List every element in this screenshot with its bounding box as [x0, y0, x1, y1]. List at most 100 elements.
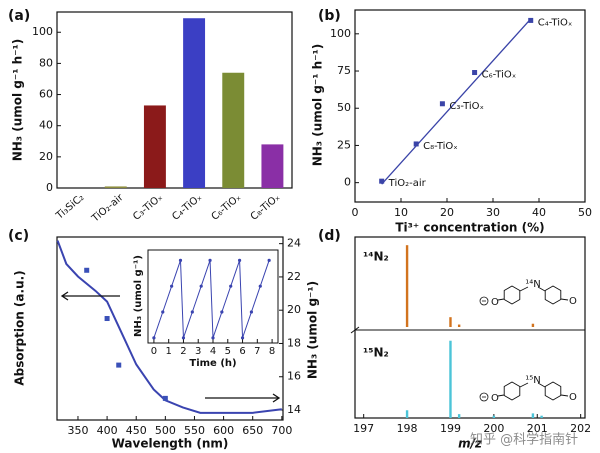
- x-axis-label: Ti³⁺ concentration (%): [395, 221, 544, 235]
- x-tick-label: 7: [254, 346, 260, 357]
- peak: [492, 415, 496, 418]
- point: [379, 178, 385, 184]
- absorption-curve: [56, 240, 282, 414]
- inset-x-label: Time (h): [189, 358, 236, 369]
- plot-frame: [56, 11, 293, 189]
- panel-label: (a): [8, 8, 30, 24]
- atom: O: [569, 392, 577, 403]
- fit-line: [381, 18, 532, 185]
- plot-frame: [354, 9, 586, 203]
- atom: O: [491, 393, 499, 404]
- peak: [540, 415, 543, 418]
- x-tick-label: TiO₂-air: [89, 192, 126, 225]
- point-label: C₈-TiOₓ: [423, 141, 458, 152]
- y-axis-label: NH₃ (umol g⁻¹ h⁻¹): [311, 44, 325, 167]
- arrow: [60, 291, 120, 301]
- y-tick-label: 80: [39, 56, 53, 69]
- panel-label: (c): [8, 228, 29, 244]
- x-tick-label: 0: [151, 346, 157, 357]
- point: [104, 316, 110, 322]
- inset-point: [170, 284, 174, 288]
- watermark: 知乎 @科学指南针: [470, 432, 578, 448]
- inset-point: [267, 258, 271, 262]
- x-tick-label: 40: [532, 206, 546, 219]
- x-tick-label: 700: [271, 424, 292, 437]
- x-tick-label: 200: [483, 422, 504, 435]
- point-label: TiO₂-air: [388, 178, 427, 189]
- bond: [560, 298, 569, 301]
- x-tick-label: 201: [527, 422, 548, 435]
- bond: [497, 298, 505, 301]
- y-axis-label: Absorption (a.u.): [13, 270, 27, 385]
- x-tick-label: 8: [269, 346, 275, 357]
- y-tick-label: 0: [46, 181, 53, 194]
- bond: [537, 286, 546, 292]
- x-tick-label: 199: [440, 422, 461, 435]
- point-label: C₄-TiOₓ: [538, 17, 573, 28]
- point-label: C₃-TiOₓ: [449, 101, 484, 112]
- inset-point: [220, 310, 224, 314]
- y2-tick-label: 16: [287, 370, 301, 383]
- x-tick-label: 5: [225, 346, 231, 357]
- inset-point: [211, 336, 215, 340]
- bar: [183, 18, 206, 189]
- ring: [503, 285, 521, 305]
- plot-frame: [56, 236, 284, 421]
- x-tick-label: 550: [184, 424, 205, 437]
- peak: [449, 340, 452, 418]
- spectrum-label: ¹⁴N₂: [363, 250, 389, 264]
- inset-point: [152, 336, 156, 340]
- point: [472, 70, 478, 76]
- atom: ¹⁴N: [525, 279, 541, 290]
- x-tick-label: 20: [440, 206, 454, 219]
- peak: [457, 324, 461, 327]
- inset-point: [240, 336, 245, 340]
- y2-tick-label: 24: [287, 237, 301, 250]
- bond: [519, 382, 529, 388]
- ring: [503, 381, 521, 401]
- atom: ¹⁵N: [525, 375, 541, 386]
- inset-point: [190, 310, 194, 314]
- panel-label: (b): [318, 8, 341, 24]
- y-tick-label: 75: [337, 64, 351, 77]
- x-tick-label: C₆-TiOₓ: [210, 192, 244, 223]
- x-axis-label: m/z: [458, 437, 483, 451]
- atom: O: [569, 296, 577, 307]
- x-tick-label: 450: [126, 424, 147, 437]
- y-tick-label: 50: [337, 101, 351, 114]
- point-label: C₆-TiOₓ: [482, 70, 517, 81]
- x-tick-label: 30: [486, 206, 500, 219]
- x-tick-label: 6: [239, 346, 245, 357]
- inset-point: [208, 258, 212, 262]
- inset-line: [153, 260, 270, 338]
- y-tick-label: 20: [39, 150, 53, 163]
- inset-point: [258, 284, 262, 288]
- ring: [544, 285, 562, 305]
- x-tick-label: 0: [352, 206, 359, 219]
- x-tick-label: 500: [155, 424, 176, 437]
- inset-point: [199, 284, 203, 288]
- x-tick-label: C₃-TiOₓ: [131, 192, 165, 223]
- peak: [405, 410, 409, 418]
- x-tick-label: C₄-TiOₓ: [170, 192, 204, 223]
- bar: [222, 72, 245, 188]
- bond: [560, 394, 569, 397]
- panel-label: (d): [318, 228, 341, 244]
- y-tick-label: 100: [32, 25, 53, 38]
- x-tick-label: 197: [353, 422, 374, 435]
- inset-point: [181, 336, 186, 340]
- inset-point: [229, 284, 233, 288]
- arrow: [205, 393, 281, 403]
- point: [84, 267, 90, 273]
- inset-point: [249, 310, 254, 314]
- y-axis-label: NH₃ (umol g⁻¹ h⁻¹): [11, 39, 25, 162]
- y-tick-label: 25: [337, 138, 351, 151]
- peak: [457, 414, 461, 418]
- plot-frame: [354, 236, 586, 419]
- point: [413, 141, 419, 147]
- y2-tick-label: 20: [287, 303, 301, 316]
- axis-break: [350, 326, 360, 334]
- spectrum-label: ¹⁵N₂: [363, 346, 389, 360]
- y-tick-label: 60: [39, 88, 53, 101]
